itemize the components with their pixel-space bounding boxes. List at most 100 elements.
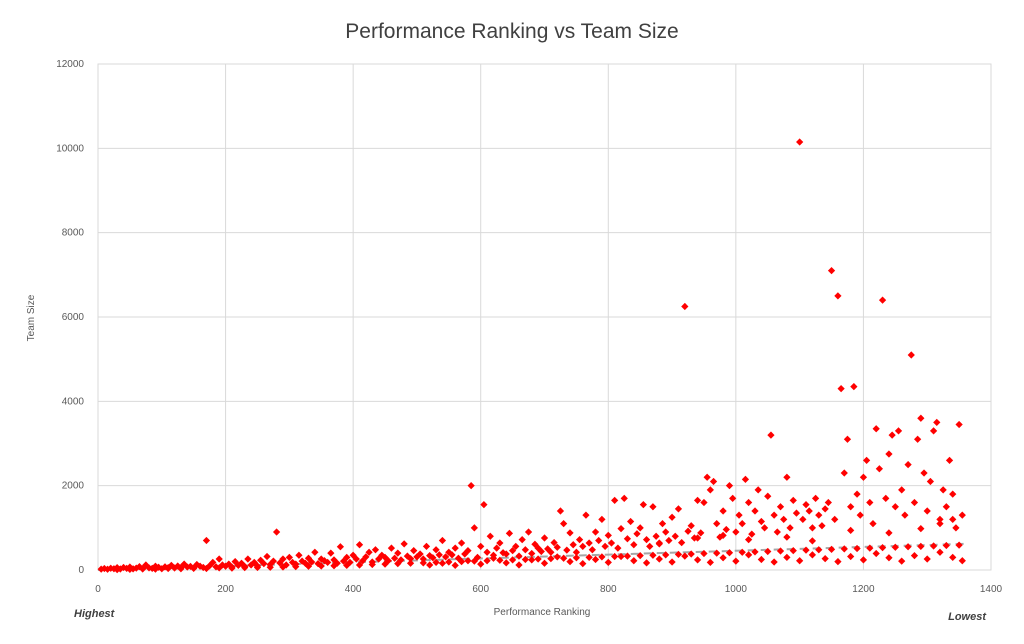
scatter-point <box>285 553 293 561</box>
scatter-point <box>917 525 925 533</box>
scatter-point <box>611 552 619 561</box>
x-tick-label: 200 <box>217 584 234 595</box>
scatter-point <box>738 519 746 528</box>
scatter-point <box>410 546 418 555</box>
scatter-point <box>757 555 765 564</box>
scatter-point <box>706 486 714 494</box>
scatter-point <box>764 547 772 556</box>
scatter-point <box>929 427 938 435</box>
scatter-point <box>642 559 651 567</box>
scatter-point <box>722 525 730 534</box>
scatter-point <box>518 536 526 544</box>
scatter-point <box>352 555 360 563</box>
scatter-point <box>789 496 797 505</box>
scatter-point <box>623 535 632 543</box>
scatter-point <box>585 539 593 547</box>
chart-title: Performance Ranking vs Team Size <box>345 20 678 43</box>
scatter-point <box>416 550 424 558</box>
scatter-point <box>202 564 211 573</box>
scatter-point <box>658 519 667 528</box>
scatter-point <box>435 551 443 559</box>
x-tick-label: 1200 <box>852 584 875 595</box>
scatter-point <box>588 546 596 554</box>
scatter-point <box>703 473 711 481</box>
scatter-point <box>601 542 609 551</box>
scatter-point <box>744 551 753 559</box>
scatter-point <box>818 522 826 530</box>
scatter-point <box>566 557 574 566</box>
scatter-point <box>521 555 529 564</box>
scatter-point <box>432 558 440 567</box>
scatter-point <box>445 558 453 566</box>
scatter-point <box>528 556 536 564</box>
scatter-point <box>496 556 504 564</box>
scatter-point <box>531 540 539 548</box>
tick-labels-layer: 0 200 400 600 800 1000 1200 1400 0 2000 4000 6000 80… <box>56 59 1002 595</box>
scatter-point <box>847 526 855 534</box>
scatter-point <box>582 511 590 519</box>
scatter-point <box>738 548 746 556</box>
scatter-point <box>336 543 345 551</box>
scatter-point <box>751 507 759 515</box>
scatter-point <box>945 456 954 464</box>
scatter-point <box>770 511 778 519</box>
scatter-point <box>649 551 657 559</box>
scatter-point <box>671 532 679 540</box>
scatter-point <box>620 494 628 502</box>
scatter-point <box>617 552 625 561</box>
y-tick-label: 2000 <box>62 481 85 492</box>
scatter-point <box>917 414 925 422</box>
scatter-point <box>467 482 475 490</box>
scatter-point <box>244 555 252 563</box>
scatter-point <box>457 539 466 547</box>
scatter-point <box>754 486 762 494</box>
scatter-point <box>390 554 399 562</box>
scatter-point <box>365 548 373 556</box>
scatter-point <box>394 560 402 568</box>
scatter-point <box>630 541 638 549</box>
scatter-point <box>824 498 832 507</box>
scatter-point <box>489 554 498 562</box>
scatter-point <box>375 555 383 563</box>
scatter-point <box>649 503 657 511</box>
scatter-point <box>266 563 274 571</box>
scatter-point <box>292 563 300 571</box>
scatter-point <box>856 511 864 519</box>
scatter-point <box>843 435 852 443</box>
scatter-point <box>678 538 686 547</box>
scatter-point <box>847 552 855 561</box>
scatter-point <box>202 536 211 545</box>
scatter-point <box>805 507 813 515</box>
scatter-point <box>151 565 160 573</box>
scatter-point <box>882 494 890 502</box>
scatter-point <box>662 528 670 536</box>
scatter-point <box>556 507 565 515</box>
scatter-point <box>362 553 370 561</box>
scatter-point <box>330 562 338 570</box>
scatter-point <box>949 553 957 561</box>
scatter-point <box>502 559 510 567</box>
scatter-point <box>451 544 459 552</box>
scatter-point <box>958 557 966 565</box>
scatter-point <box>681 302 689 311</box>
y-tick-label: 0 <box>78 565 84 576</box>
scatter-point <box>898 557 906 565</box>
scatter-point <box>840 469 848 477</box>
scatter-point <box>725 482 734 490</box>
scatter-point <box>789 546 797 555</box>
scatter-point <box>639 501 647 509</box>
scatter-point <box>958 511 966 519</box>
scatter-point <box>920 469 928 477</box>
scatter-point <box>687 522 695 530</box>
scatter-point <box>508 556 517 564</box>
scatter-point <box>429 554 437 562</box>
scatter-point <box>547 554 555 563</box>
scatter-point <box>359 557 367 565</box>
scatter-point <box>371 546 380 554</box>
scatter-point <box>808 524 817 532</box>
scatter-point <box>263 552 271 561</box>
scatter-point <box>343 553 351 561</box>
scatter-point <box>537 547 545 556</box>
x-tick-label: 600 <box>472 584 489 595</box>
scatter-point <box>438 536 447 545</box>
